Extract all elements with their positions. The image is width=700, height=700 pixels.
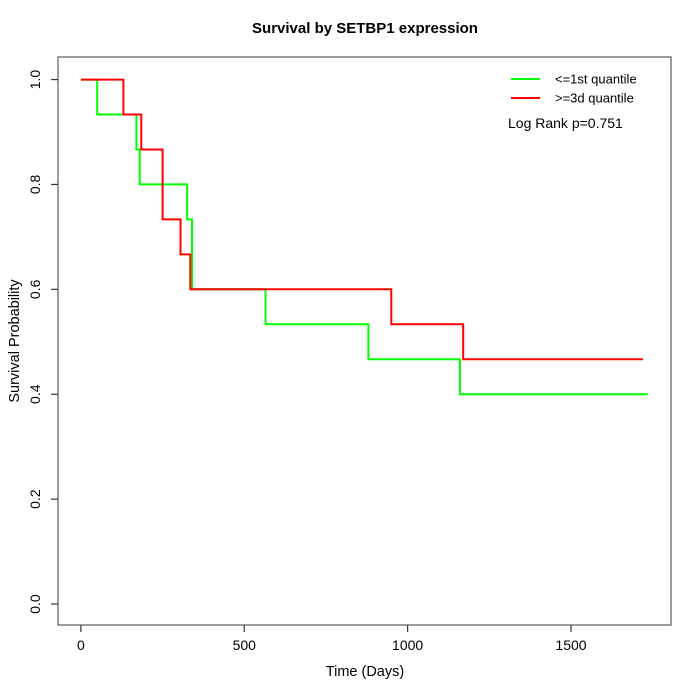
legend-label-third-quantile: >=3d quantile <box>555 91 634 106</box>
y-tick-label: 1.0 <box>27 70 43 90</box>
legend-label-first-quantile: <=1st quantile <box>555 72 637 87</box>
km-curves <box>80 78 648 396</box>
y-tick-label: 0.2 <box>27 489 43 509</box>
chart-title: Survival by SETBP1 expression <box>252 20 478 37</box>
x-tick-label: 500 <box>233 637 257 653</box>
y-axis-title: Survival Probability <box>7 279 23 403</box>
x-tick-label: 1500 <box>555 637 586 653</box>
y-tick-label: 0.0 <box>27 594 43 614</box>
x-axis-ticks: 0 500 1000 1500 <box>77 625 587 653</box>
y-tick-label: 0.4 <box>27 384 43 404</box>
km-curve-series-1 <box>80 78 643 361</box>
plot-area-frame <box>57 56 672 626</box>
y-tick-label: 0.8 <box>27 175 43 195</box>
x-tick-label: 1000 <box>392 637 423 653</box>
y-tick-label: 0.6 <box>27 279 43 299</box>
legend: <=1st quantile >=3d quantile Log Rank p=… <box>508 72 637 132</box>
log-rank-annotation: Log Rank p=0.751 <box>508 115 623 131</box>
x-axis-title: Time (Days) <box>326 664 404 680</box>
y-axis-ticks: 0.0 0.2 0.4 0.6 0.8 1.0 <box>27 70 58 614</box>
x-tick-label: 0 <box>77 637 85 653</box>
